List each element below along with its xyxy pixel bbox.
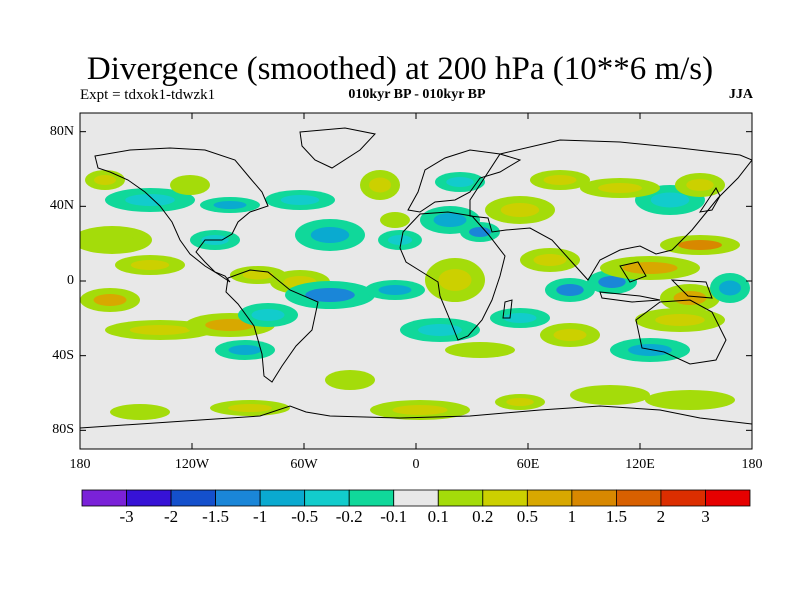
divergence-field <box>80 170 750 420</box>
lon-label: 120W <box>174 457 210 472</box>
field-patch-core <box>598 276 626 288</box>
field-patch-core <box>598 183 642 193</box>
field-patch-core <box>305 288 355 302</box>
axis-ticks <box>79 113 753 449</box>
colorbar-label: -3 <box>119 507 134 526</box>
colorbar-label: -0.2 <box>335 507 363 526</box>
chart-title: Divergence (smoothed) at 200 hPa (10**6 … <box>86 51 714 87</box>
field-patch-core <box>446 177 474 187</box>
colorbar-label: 1 <box>567 507 577 526</box>
field-patch-core <box>125 194 175 206</box>
colorbar-label: -1 <box>253 507 268 526</box>
field-patch-core <box>469 227 491 237</box>
field-patch-core <box>418 324 462 336</box>
field-patch-core <box>280 195 320 205</box>
colorbar-label: -2 <box>163 507 179 526</box>
colorbar-label: 1.5 <box>605 507 628 526</box>
field-patch-core <box>506 398 534 406</box>
colorbar-label: 0.5 <box>516 507 538 526</box>
field-patch-core <box>228 345 262 355</box>
lat-label: 40N <box>49 198 74 214</box>
field-patch-core <box>94 175 116 185</box>
field-patch-core <box>129 325 191 335</box>
field-patch-core <box>678 240 722 250</box>
field-patch-core <box>378 285 412 295</box>
lat-label: 40S <box>52 347 74 363</box>
field-patch-core <box>93 294 127 306</box>
field-patch-core <box>433 213 467 227</box>
field-patch-core <box>228 404 272 412</box>
field-patch-core <box>686 179 714 191</box>
field-patch-core <box>392 405 448 415</box>
colorbar-label: 3 <box>701 507 710 526</box>
colorbar-label: -0.1 <box>380 507 408 526</box>
field-patch-core <box>655 314 705 326</box>
field-patch-core <box>665 395 715 405</box>
lon-label: 0 <box>412 457 420 472</box>
season-label: JJA <box>728 87 753 102</box>
field-patch-core <box>503 313 537 323</box>
lat-label: 80N <box>49 123 74 139</box>
field-patch-core <box>460 346 500 354</box>
field-patch-core <box>673 291 707 305</box>
colorbar-label: -0.5 <box>291 507 319 526</box>
field-patch-core <box>650 192 690 208</box>
experiment-label: Expt = tdxok1-tdwzk1 <box>80 87 216 103</box>
field-patch-core <box>213 201 247 209</box>
field-patch-core <box>588 390 632 400</box>
field-patch-core <box>622 262 678 274</box>
field-patch-core <box>123 408 157 416</box>
lon-label: 120E <box>625 457 655 472</box>
field-patch-core <box>553 329 587 341</box>
colorbar-label: 0.1 <box>427 507 449 526</box>
lon-label: 180 <box>69 457 91 472</box>
lon-label: 60E <box>516 457 540 472</box>
field-patch-core <box>90 233 134 247</box>
colorbar-label: 0.2 <box>472 507 494 526</box>
field-patch-core <box>251 309 285 321</box>
lat-label: 80S <box>52 422 74 438</box>
field-patch-core <box>130 260 170 270</box>
colorbar-label: -1.5 <box>202 507 230 526</box>
field-patch-core <box>179 180 201 190</box>
lon-label: 180 <box>741 457 763 472</box>
colorbar-label: 2 <box>656 507 666 526</box>
field-patch-core <box>719 280 741 296</box>
lon-label: 60W <box>290 457 318 472</box>
field-patch-core <box>369 177 391 193</box>
field-patch-core <box>533 254 567 266</box>
coastlines <box>80 127 752 429</box>
field-patch-core <box>628 344 672 356</box>
field-patch-core <box>310 227 350 243</box>
field-patch-core <box>438 269 472 291</box>
field-patch-core <box>543 175 577 185</box>
field-patch-core <box>336 375 364 385</box>
field-patch-core <box>205 319 255 331</box>
field-patch-core <box>387 235 413 245</box>
field-patch-core <box>500 203 540 217</box>
field-patch-core <box>556 284 584 296</box>
field-patch-core <box>386 216 404 224</box>
period-label: 010kyr BP - 010kyr BP <box>348 87 486 102</box>
lat-label: 0 <box>67 273 74 288</box>
field-patch-core <box>242 270 274 280</box>
